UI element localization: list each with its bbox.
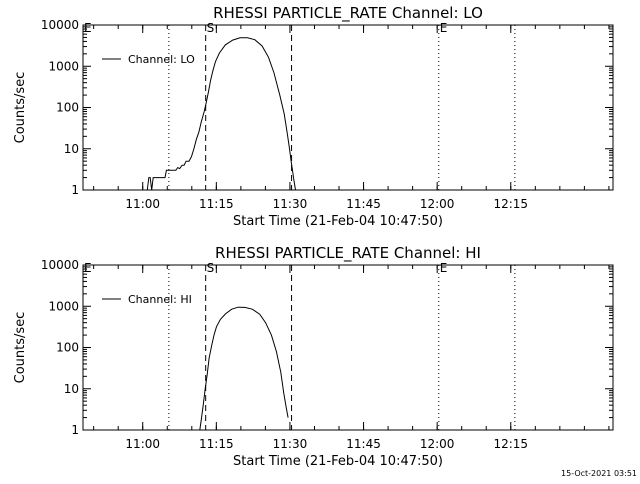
y-axis-label: Counts/sec	[13, 72, 28, 144]
plot-frame	[82, 264, 614, 431]
x-tick-label: 11:15	[199, 437, 234, 451]
plot-frame	[82, 24, 614, 191]
y-axis-label: Counts/sec	[13, 312, 28, 384]
y-tick-label: 10000	[41, 258, 79, 272]
x-axis-label: Start Time (21-Feb-04 10:47:50)	[233, 454, 443, 469]
chart-title: RHESSI PARTICLE_RATE Channel: LO	[213, 4, 483, 23]
x-tick-label: 11:45	[346, 437, 381, 451]
legend-label: Channel: LO	[128, 53, 195, 66]
y-tick-label: 100	[56, 101, 79, 115]
y-tick-label: 1	[71, 183, 79, 197]
event-marker-label: E	[440, 21, 448, 35]
y-tick-label: 1000	[48, 299, 79, 313]
x-tick-label: 11:30	[273, 197, 308, 211]
y-tick-label: 10	[64, 142, 79, 156]
event-marker-label: S	[207, 261, 215, 275]
y-tick-label: 1000	[48, 59, 79, 73]
y-tick-label: 1	[71, 423, 79, 437]
x-tick-label: 12:15	[493, 437, 528, 451]
x-tick-label: 11:00	[125, 437, 160, 451]
y-tick-label: 10000	[41, 18, 79, 32]
event-marker-label: E	[84, 261, 92, 275]
plot-timestamp: 15-Oct-2021 03:51	[561, 469, 637, 478]
x-tick-label: 12:00	[420, 437, 455, 451]
series-line	[199, 306, 289, 431]
x-tick-label: 11:45	[346, 197, 381, 211]
event-marker-label: E	[84, 21, 92, 35]
chart-panel-2: RHESSI PARTICLE_RATE Channel: HI 1 10 100 10…	[13, 244, 614, 469]
x-tick-label: 12:15	[493, 197, 528, 211]
x-tick-label: 11:30	[273, 437, 308, 451]
x-tick-label: 11:15	[199, 197, 234, 211]
x-tick-label: 12:00	[420, 197, 455, 211]
chart-panel-1: RHESSI PARTICLE_RATE Channel: LO 1 10 100 10…	[13, 4, 614, 229]
event-marker-label: E	[440, 261, 448, 275]
y-tick-label: 10	[64, 382, 79, 396]
x-axis-label: Start Time (21-Feb-04 10:47:50)	[233, 214, 443, 229]
event-marker-label: S	[207, 21, 215, 35]
chart-title: RHESSI PARTICLE_RATE Channel: HI	[215, 244, 481, 263]
legend-label: Channel: HI	[128, 293, 192, 306]
y-tick-label: 100	[56, 341, 79, 355]
series-line	[146, 37, 296, 191]
x-tick-label: 11:00	[125, 197, 160, 211]
